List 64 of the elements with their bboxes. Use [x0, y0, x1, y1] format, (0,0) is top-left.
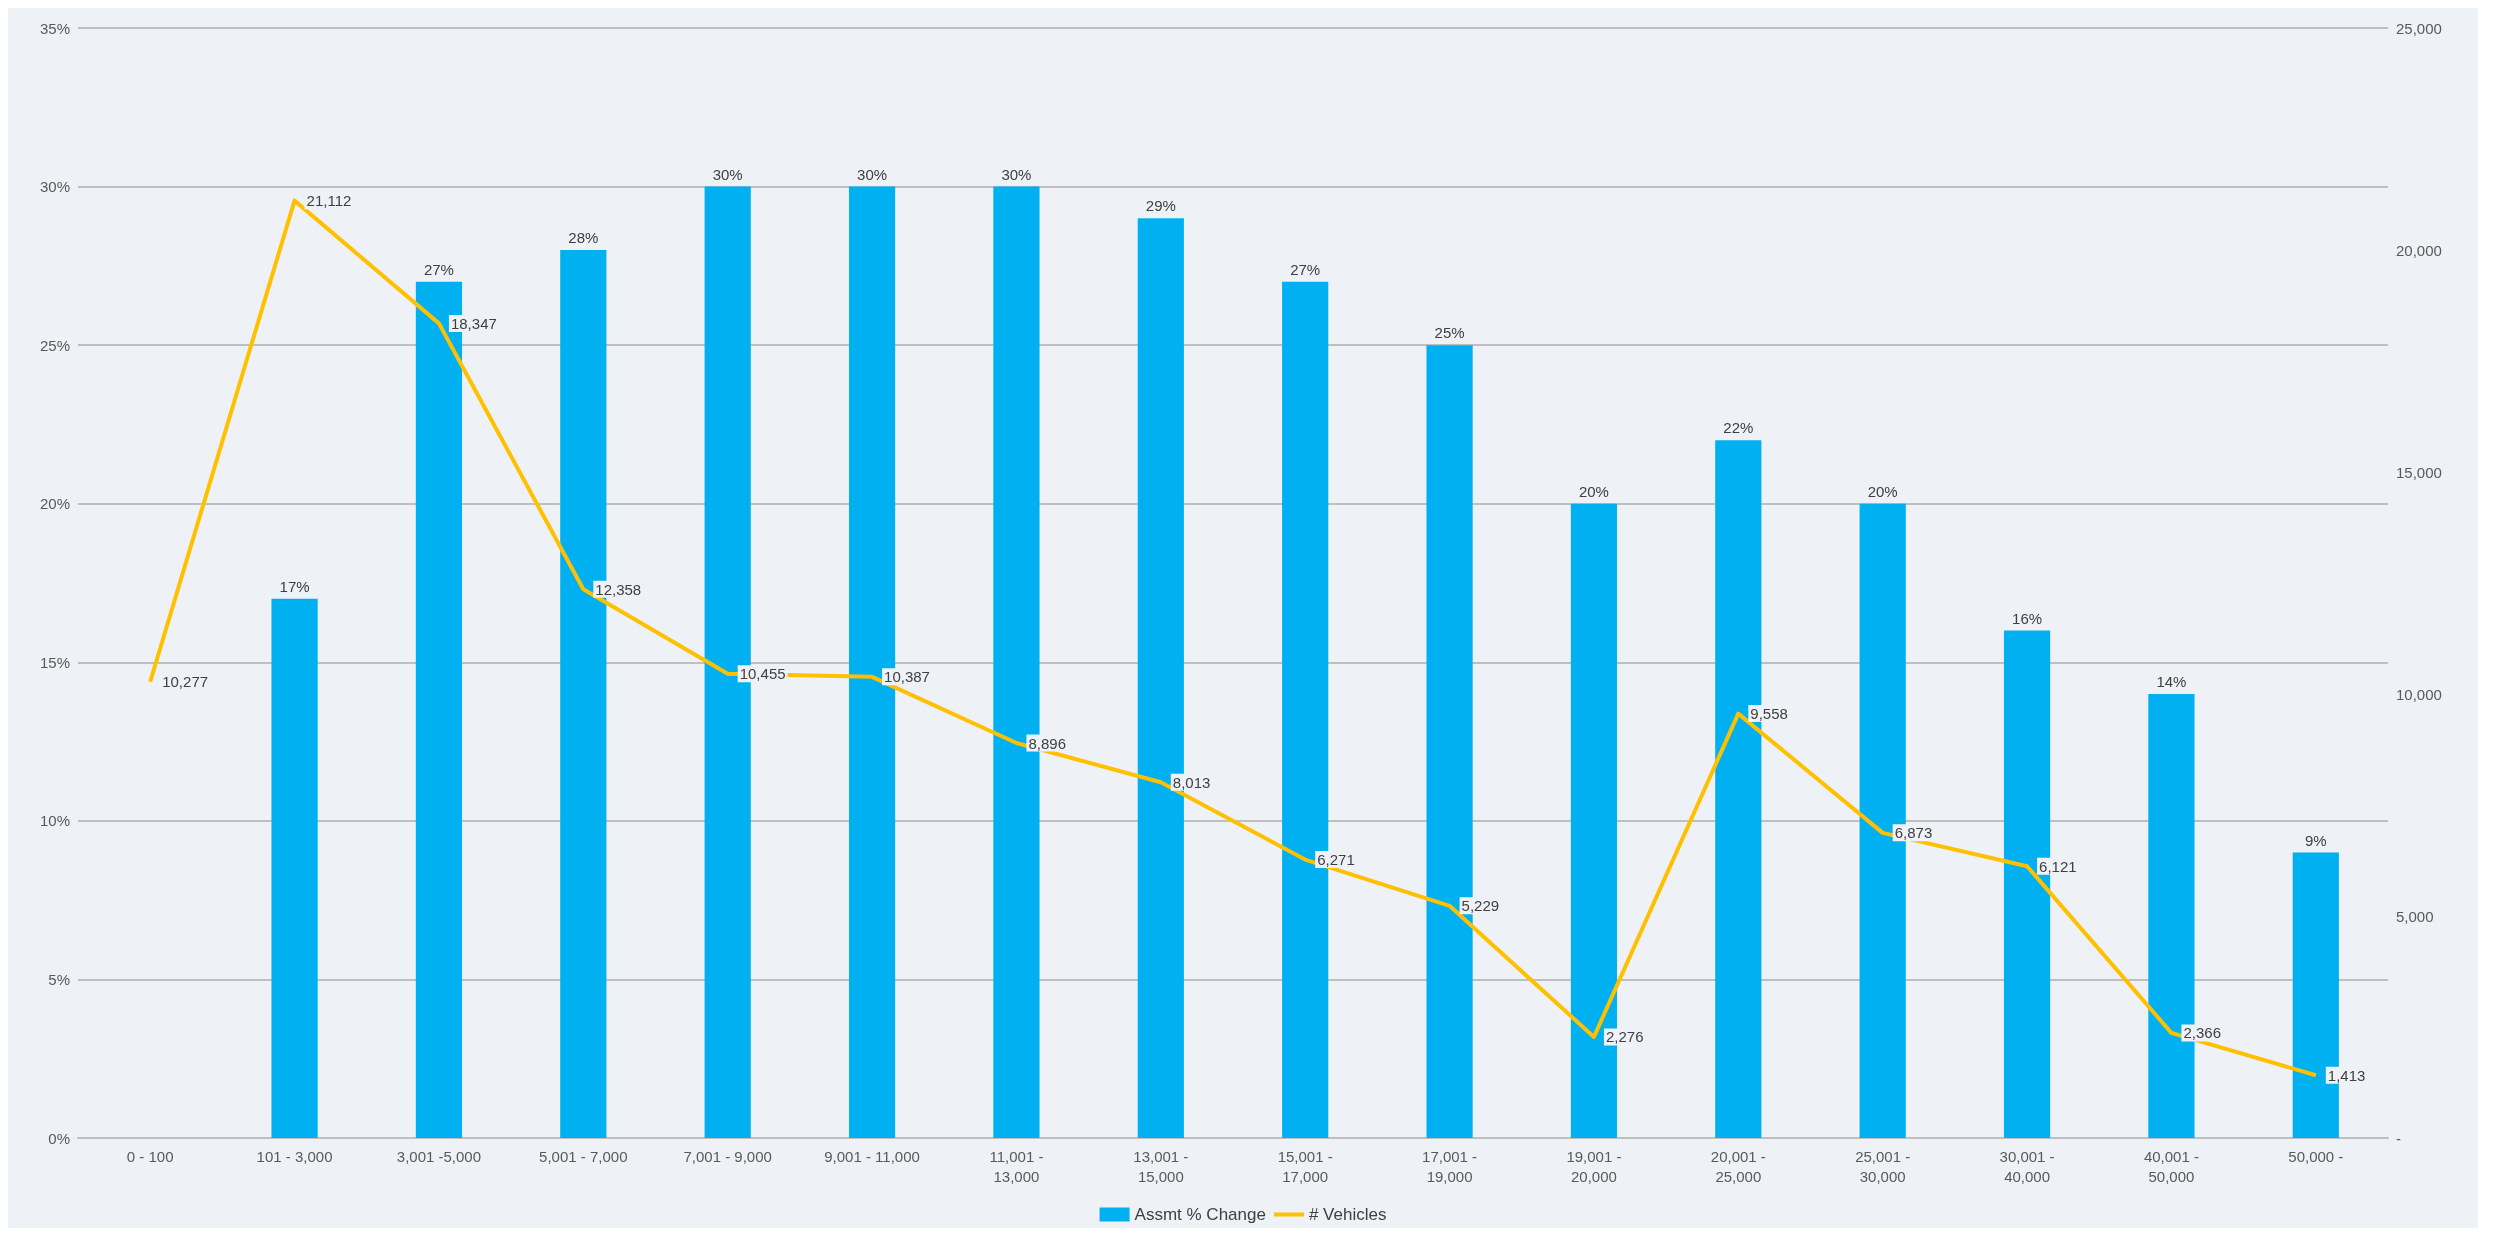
- x-tick-label: 50,000 -: [2288, 1147, 2344, 1165]
- y2-tick-label: 20,000: [2396, 241, 2442, 259]
- x-tick-label: 30,001 - 40,000: [1999, 1147, 2055, 1185]
- data-label: 10,455: [739, 665, 786, 683]
- y-tick-label: 10%: [39, 812, 70, 830]
- data-label: 6,873: [1894, 824, 1933, 842]
- x-tick-label: 9,001 - 11,000: [824, 1147, 920, 1165]
- x-tick-label: 17,001 - 19,000: [1422, 1147, 1478, 1185]
- data-label: 20%: [1578, 482, 1609, 500]
- data-label: 30%: [1001, 165, 1032, 183]
- legend-label: Assmt % Change: [1134, 1205, 1266, 1224]
- data-label: 2,366: [2183, 1024, 2221, 1042]
- legend-label: # Vehicles: [1308, 1205, 1387, 1224]
- data-label: 14%: [2156, 673, 2187, 690]
- x-tick-label: 19,001 - 20,000: [1566, 1147, 1622, 1185]
- y-tick-label: 35%: [39, 19, 70, 37]
- data-label: 29%: [1145, 197, 1176, 215]
- y2-tick-label: 15,000: [2396, 463, 2442, 481]
- x-tick-label: 3,001 -5,000: [396, 1147, 482, 1165]
- data-label: 22%: [1723, 419, 1754, 437]
- x-tick-label: 20,001 - 25,000: [1710, 1147, 1766, 1185]
- x-tick-label: 11,001 - 13,000: [989, 1147, 1044, 1185]
- data-label: 27%: [1290, 260, 1321, 278]
- data-label: 9,558: [1750, 705, 1788, 723]
- data-label: 30%: [712, 165, 743, 183]
- data-label: 1,413: [2327, 1066, 2366, 1084]
- y-tick-label: 0%: [48, 1129, 70, 1147]
- y-tick-label: 5%: [48, 970, 70, 988]
- data-label: 8,013: [1172, 773, 1211, 791]
- data-label: 30%: [857, 165, 888, 183]
- x-tick-label: 7,001 - 9,000: [683, 1147, 772, 1165]
- y2-tick-label: 25,000: [2396, 19, 2442, 37]
- data-label: 28%: [568, 229, 599, 246]
- x-tick-label: 15,001 - 17,000: [1277, 1147, 1333, 1185]
- y2-tick-label: 10,000: [2396, 685, 2442, 703]
- data-label: 18,347: [450, 314, 497, 332]
- data-label: 6,121: [2039, 857, 2077, 875]
- y-tick-label: 20%: [39, 495, 70, 513]
- data-label: 2,276: [1605, 1028, 1644, 1046]
- data-label: 17%: [279, 577, 310, 595]
- data-label: 12,358: [595, 580, 642, 598]
- data-label: 10,277: [162, 673, 209, 691]
- data-label: 5,229: [1461, 897, 1500, 915]
- y-tick-label: 30%: [39, 178, 70, 196]
- data-label: 25%: [1434, 324, 1465, 342]
- y2-tick-label: -: [2396, 1129, 2401, 1147]
- bar: [271, 598, 318, 1138]
- x-tick-label: 40,001 - 50,000: [2143, 1147, 2199, 1185]
- data-label: 10,387: [884, 668, 930, 686]
- y-tick-label: 25%: [39, 336, 70, 354]
- x-tick-label: 101 - 3,000: [256, 1147, 333, 1165]
- data-label: 9%: [2304, 831, 2327, 849]
- y-tick-label: 15%: [39, 653, 70, 671]
- data-label: 8,896: [1028, 734, 1066, 752]
- data-label: 16%: [2012, 609, 2043, 627]
- data-label: 20%: [1867, 482, 1898, 500]
- data-label: 21,112: [306, 192, 352, 210]
- x-tick-label: 0 - 100: [126, 1147, 174, 1165]
- x-tick-label: 5,001 - 7,000: [539, 1147, 628, 1165]
- data-label: 6,271: [1317, 851, 1355, 869]
- y2-tick-label: 5,000: [2396, 907, 2434, 925]
- x-tick-label: 25,001 - 30,000: [1855, 1147, 1911, 1185]
- data-label: 27%: [423, 260, 454, 278]
- x-tick-label: 13,001 - 15,000: [1133, 1147, 1189, 1185]
